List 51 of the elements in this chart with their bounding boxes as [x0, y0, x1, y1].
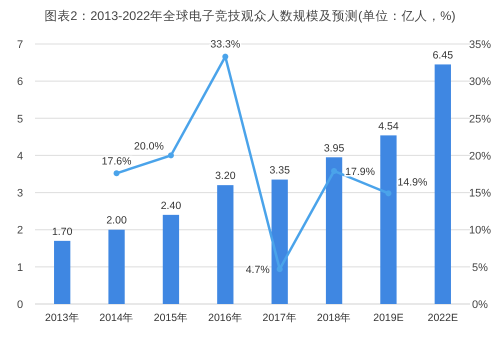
- bar: [108, 230, 125, 304]
- y2-tick-label: 15%: [468, 188, 492, 200]
- data-label: 4.54: [378, 120, 399, 132]
- x-tick-label: 2016年: [208, 312, 242, 324]
- chart-title: 图表2：2013-2022年全球电子竞技观众人数规模及预测(单位：亿人，%): [44, 9, 456, 23]
- data-label: 33.3%: [210, 38, 240, 51]
- bar: [217, 185, 234, 304]
- y2-tick-label: 25%: [468, 113, 492, 126]
- data-label: 1.70: [52, 226, 73, 238]
- bar: [434, 64, 451, 304]
- y-tick-label: 0: [16, 299, 24, 311]
- point: [385, 190, 392, 196]
- bar: [162, 214, 180, 304]
- bar: [54, 240, 70, 304]
- data-label: 2.40: [160, 200, 182, 212]
- data-label: 2.00: [106, 214, 127, 227]
- x-tick-label: 2022E: [428, 312, 458, 324]
- data-label: 17.6%: [102, 155, 132, 168]
- x-tick-label: 2014年: [99, 312, 134, 324]
- data-label: 14.9%: [398, 176, 428, 188]
- y2-tick-label: 5%: [472, 262, 488, 274]
- y-tick-label: 2: [16, 224, 24, 237]
- bar: [380, 135, 397, 304]
- point: [168, 152, 174, 158]
- point: [331, 168, 338, 174]
- y-tick-label: 3: [16, 188, 24, 200]
- data-label: 20.0%: [134, 140, 164, 152]
- bar: [326, 157, 342, 304]
- y-tick-label: 7: [16, 39, 24, 51]
- point: [114, 170, 120, 176]
- y-tick-label: 5: [16, 113, 24, 126]
- y-tick-label: 4: [16, 150, 24, 162]
- y-tick-label: 6: [16, 76, 24, 88]
- y2-tick-label: 10%: [468, 224, 492, 237]
- data-label: 6.45: [432, 49, 454, 62]
- data-label: 3.95: [324, 142, 344, 154]
- y2-tick-label: 30%: [468, 76, 492, 88]
- data-label: 4.7%: [246, 264, 270, 276]
- x-tick-label: 2013年: [45, 312, 80, 324]
- y2-tick-label: 35%: [468, 39, 492, 51]
- data-label: 3.35: [269, 164, 290, 177]
- x-tick-label: 2018年: [316, 312, 352, 324]
- data-label: 17.9%: [345, 166, 375, 178]
- y2-tick-label: 0%: [472, 299, 488, 311]
- y2-tick-label: 20%: [468, 150, 492, 162]
- x-tick-label: 2017年: [262, 312, 297, 324]
- data-label: 3.20: [215, 170, 236, 182]
- x-tick-label: 2015年: [154, 312, 188, 324]
- bar: [272, 180, 288, 304]
- y-tick-label: 1: [16, 262, 24, 274]
- x-tick-label: 2019E: [373, 312, 404, 324]
